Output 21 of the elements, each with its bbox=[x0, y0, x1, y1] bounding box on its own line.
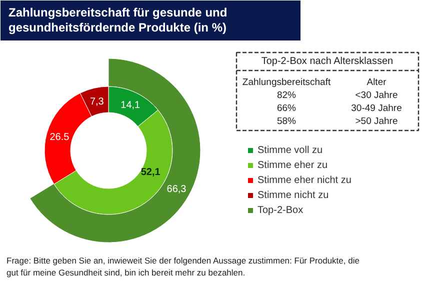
data-label: 26.5 bbox=[50, 132, 70, 143]
legend-label: Stimme eher nicht zu bbox=[258, 175, 352, 186]
text: 82% bbox=[276, 90, 297, 101]
text: 30-49 Jahre bbox=[351, 103, 402, 114]
text: 58% bbox=[276, 116, 297, 127]
data-label: 66,3 bbox=[166, 184, 187, 196]
legend-label: Top-2-Box bbox=[258, 205, 304, 216]
text: Alter bbox=[366, 77, 386, 88]
chart-title: Zahlungsbereitschaft für gesunde und gesundheitsfördernde Produkte (in %) bbox=[8, 6, 228, 34]
text: <30 Jahre bbox=[355, 90, 398, 101]
data-label: 14,1 bbox=[120, 100, 141, 111]
text: Top-2-Box nach Altersklassen bbox=[261, 56, 394, 67]
data-label: 7,3 bbox=[90, 96, 104, 108]
text: >50 Jahre bbox=[355, 116, 398, 127]
text: Zahlungsbereitschaft bbox=[242, 77, 331, 88]
data-label: 52,1 bbox=[140, 166, 161, 178]
text: Frage: Bitte geben Sie an, inwieweit Sie der folgenden Aussage zustimmen: Für Produkte, die gut für meine Gesundheit sind, bin ich bereit mehr zu bezahlen. bbox=[6, 256, 360, 278]
legend-label: Stimme nicht zu bbox=[258, 190, 329, 201]
text: 66% bbox=[276, 103, 297, 114]
legend-label: Stimme voll zu bbox=[258, 145, 323, 156]
legend-label: Stimme eher zu bbox=[258, 160, 328, 171]
